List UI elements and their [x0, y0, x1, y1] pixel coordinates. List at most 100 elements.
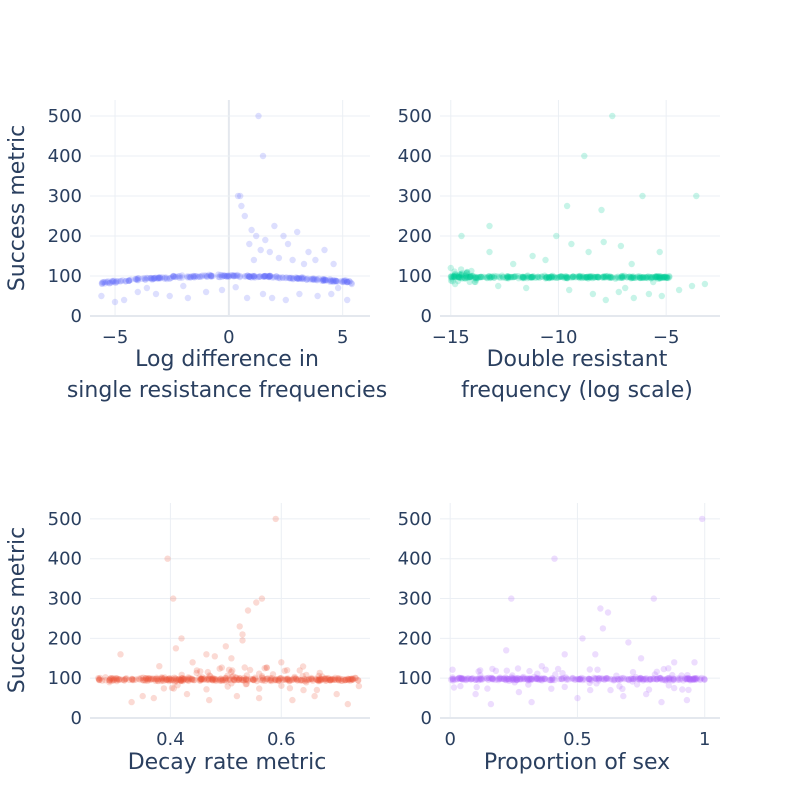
data-point [647, 676, 654, 683]
data-point [566, 286, 573, 294]
data-point [451, 271, 459, 279]
data-point [248, 274, 255, 281]
data-point [455, 273, 463, 281]
data-point [106, 676, 113, 684]
data-point [449, 675, 456, 682]
data-point [543, 274, 550, 281]
data-point [569, 273, 576, 280]
data-point [266, 272, 274, 280]
data-point [129, 676, 136, 684]
data-point [647, 676, 654, 683]
data-point [95, 675, 102, 682]
data-point [249, 272, 256, 280]
data-point [348, 280, 355, 288]
data-point [642, 274, 650, 281]
data-point [562, 674, 570, 681]
data-point [461, 676, 468, 683]
data-point [347, 675, 354, 683]
data-point [670, 677, 677, 684]
data-point [252, 674, 259, 681]
data-point [146, 676, 154, 683]
data-point [496, 675, 503, 682]
data-point [218, 273, 226, 280]
data-point [110, 277, 118, 284]
data-point [262, 273, 269, 280]
data-point [284, 676, 291, 683]
data-point [576, 274, 583, 282]
data-point [327, 676, 334, 683]
data-point [261, 273, 268, 280]
data-point [630, 675, 637, 682]
data-point [207, 675, 215, 683]
data-point [216, 665, 223, 672]
data-point [592, 651, 599, 658]
data-point [527, 675, 534, 682]
data-point [615, 274, 622, 281]
data-point [96, 676, 103, 684]
data-point [244, 272, 251, 279]
data-point [223, 273, 230, 280]
data-point [163, 676, 171, 683]
data-point [332, 278, 340, 285]
data-point [256, 685, 263, 692]
data-point [656, 675, 664, 682]
data-point [306, 276, 314, 283]
data-point [493, 675, 501, 682]
data-point [574, 694, 581, 702]
data-point [167, 676, 174, 684]
data-point [172, 273, 179, 281]
data-point [689, 675, 696, 683]
data-point [244, 607, 252, 614]
data-point [343, 279, 351, 286]
data-point [266, 272, 273, 280]
data-point [152, 290, 160, 298]
data-point [626, 273, 633, 280]
data-point [538, 676, 545, 683]
data-point [594, 666, 601, 673]
data-point [236, 675, 244, 682]
data-point [135, 675, 143, 682]
data-point [299, 672, 306, 680]
data-point [122, 675, 129, 683]
data-point [541, 675, 548, 682]
data-point [452, 272, 460, 279]
data-point [533, 675, 541, 682]
data-point [135, 275, 142, 282]
data-point [650, 675, 657, 682]
data-point [529, 676, 536, 683]
data-point [260, 273, 267, 280]
data-point [471, 274, 479, 282]
data-point [619, 272, 626, 280]
data-point [463, 273, 471, 281]
data-point [262, 676, 270, 683]
data-point [484, 685, 491, 692]
data-point [539, 675, 546, 682]
data-point [156, 274, 164, 281]
data-point [211, 653, 218, 660]
data-point [218, 272, 226, 279]
data-point [658, 292, 665, 300]
data-point [282, 296, 289, 304]
data-point [235, 676, 243, 683]
data-point [561, 651, 568, 658]
data-point [531, 673, 538, 681]
data-point [544, 273, 551, 281]
data-point [106, 675, 114, 682]
data-point [225, 676, 232, 683]
data-point [284, 676, 292, 683]
data-point [463, 268, 471, 276]
data-point [482, 274, 490, 281]
data-point [597, 605, 604, 612]
data-point [317, 675, 324, 682]
data-point [212, 677, 220, 685]
y-tick-label: 400 [398, 146, 432, 167]
data-point [650, 595, 657, 602]
data-point [193, 272, 200, 280]
data-point [578, 274, 586, 282]
data-point [587, 274, 594, 281]
data-point [665, 665, 672, 672]
data-point [526, 667, 533, 675]
data-point [189, 676, 196, 684]
data-point [462, 275, 469, 282]
data-point [630, 294, 637, 302]
